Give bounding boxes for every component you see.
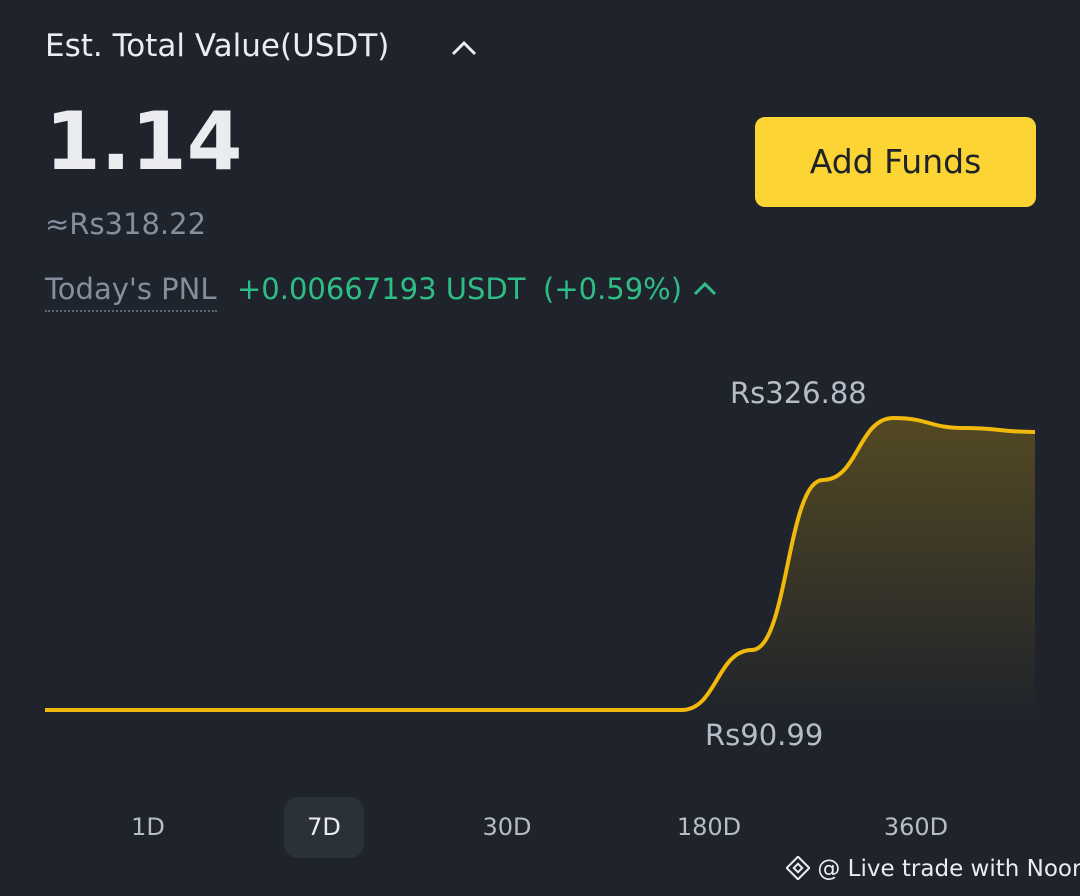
range-tab[interactable]: 180D — [676, 813, 742, 841]
title: Est. Total Value(USDT) — [45, 28, 390, 64]
area — [45, 418, 1035, 720]
total-value: 1.14 — [45, 95, 243, 188]
range-tab[interactable]: 360D — [883, 813, 949, 841]
max-label: Rs326.88 — [730, 376, 867, 410]
chart — [44, 415, 1036, 720]
pnl-percent: (+0.59%) — [543, 272, 683, 306]
range-tab[interactable]: 30D — [482, 813, 532, 841]
min-label: Rs90.99 — [705, 718, 824, 752]
logo-icon — [785, 855, 811, 881]
add-funds-button[interactable]: Add Funds — [755, 117, 1036, 207]
line — [44, 415, 1036, 712]
pnl-label[interactable]: Today's PNL — [45, 272, 217, 312]
fiat-estimate: ≈Rs318.22 — [45, 207, 207, 241]
pnl-toggle-icon[interactable] — [692, 280, 718, 298]
watermark-text: @ Live trade with Noor — [817, 856, 1080, 882]
range-tab[interactable]: 7D — [284, 797, 364, 858]
watermark: @ Live trade with Noor — [785, 855, 1080, 882]
collapse-icon[interactable] — [450, 38, 478, 58]
range-tab[interactable]: 1D — [131, 813, 165, 841]
pnl-value: +0.00667193 USDT — [237, 272, 526, 306]
